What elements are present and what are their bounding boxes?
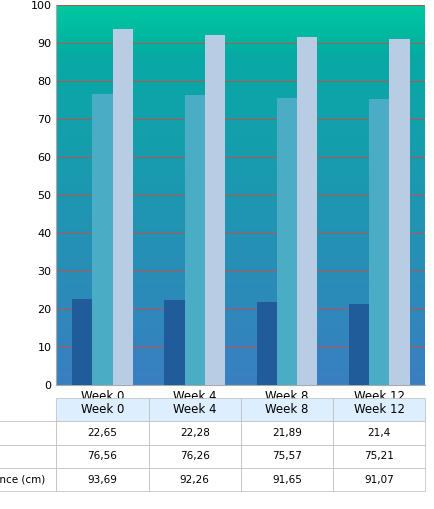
Bar — [184, 95, 205, 385]
Bar — [277, 98, 297, 385]
Bar — [164, 300, 184, 385]
Bar — [389, 39, 410, 385]
Bar — [369, 99, 389, 385]
Bar — [349, 304, 369, 385]
Bar — [72, 299, 92, 385]
Bar — [92, 94, 113, 385]
Bar — [113, 29, 133, 385]
Bar — [205, 35, 225, 385]
Bar — [256, 302, 277, 385]
Bar — [297, 37, 317, 385]
